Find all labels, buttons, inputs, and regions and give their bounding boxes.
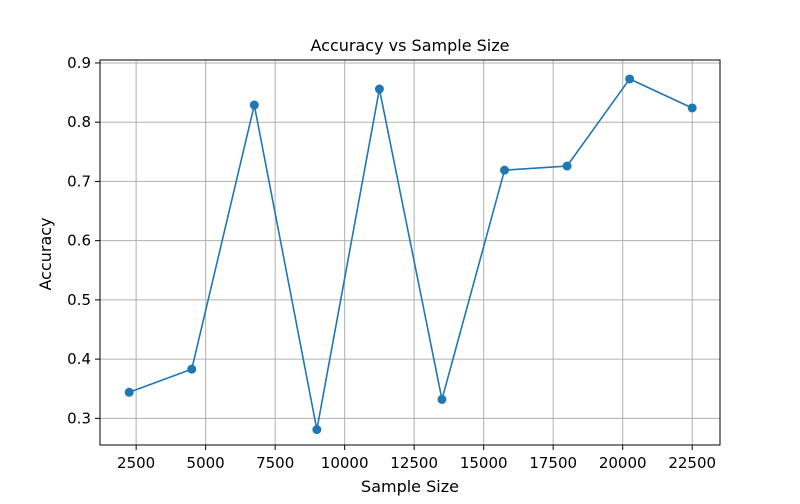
- data-point: [374, 84, 384, 94]
- x-tick-label: 5000: [187, 454, 225, 472]
- x-tick-label: 15000: [460, 454, 508, 472]
- y-tick-label: 0.3: [67, 409, 91, 427]
- data-point: [562, 161, 572, 171]
- x-tick-label: 12500: [390, 454, 438, 472]
- x-tick-label: 17500: [529, 454, 577, 472]
- y-tick-label: 0.5: [67, 291, 91, 309]
- x-tick-label: 20000: [599, 454, 647, 472]
- chart-title: Accuracy vs Sample Size: [311, 36, 510, 55]
- y-tick-label: 0.6: [67, 232, 91, 250]
- data-point: [625, 74, 635, 84]
- x-tick-label: 2500: [117, 454, 155, 472]
- y-axis-label: Accuracy: [36, 217, 55, 290]
- x-tick-label: 22500: [668, 454, 716, 472]
- ticks: 2500 5000 7500 10000 12500 15000 17500 20000 225…: [67, 54, 716, 472]
- data-point: [500, 165, 510, 175]
- y-tick-label: 0.7: [67, 172, 91, 190]
- x-axis-label: Sample Size: [361, 477, 459, 496]
- data-point: [249, 100, 259, 110]
- y-tick-label: 0.4: [67, 350, 91, 368]
- data-point: [687, 103, 697, 113]
- y-tick-label: 0.8: [67, 113, 91, 131]
- x-tick-label: 10000: [321, 454, 369, 472]
- plot-frame: [99, 59, 721, 446]
- y-tick-label: 0.9: [67, 54, 91, 72]
- data-point: [124, 387, 134, 397]
- series-line: [128, 78, 693, 431]
- data-point: [437, 394, 447, 404]
- x-tick-label: 7500: [256, 454, 294, 472]
- data-point: [187, 364, 197, 374]
- grid: [100, 60, 720, 445]
- data-point: [312, 425, 322, 435]
- series-layer: [124, 74, 697, 435]
